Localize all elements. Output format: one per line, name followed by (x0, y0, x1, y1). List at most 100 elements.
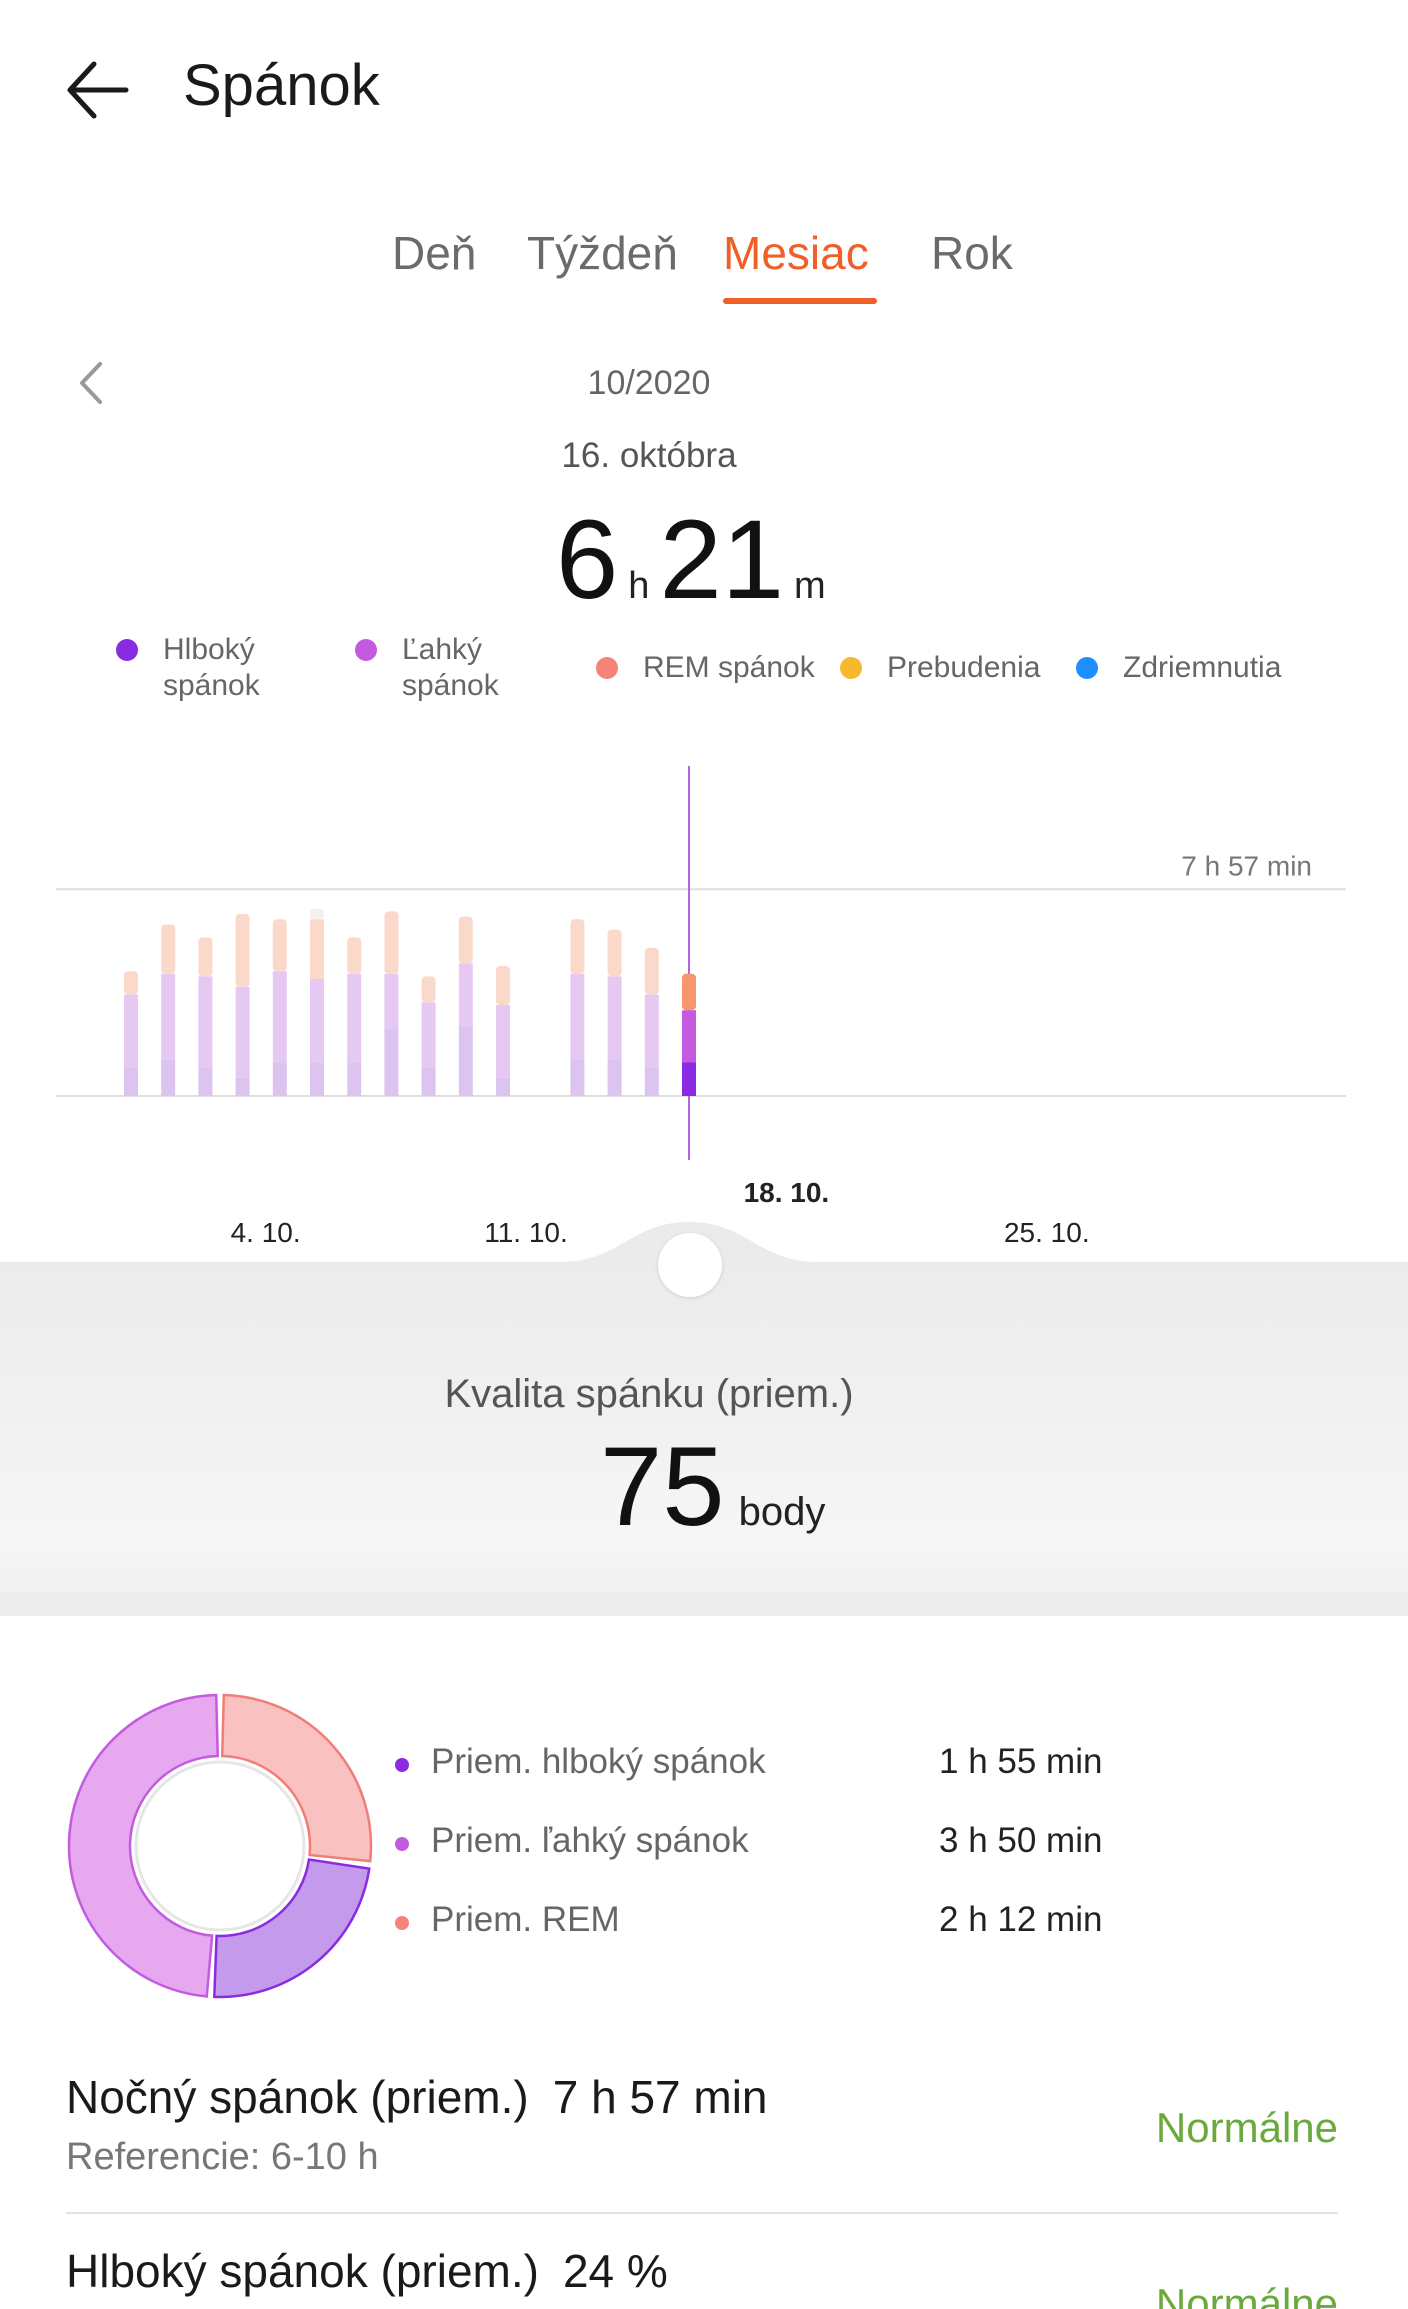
legend-naps: Zdriemnutia (1076, 650, 1281, 686)
previous-month-button[interactable] (72, 358, 112, 408)
stat-title-row: Nočný spánok (priem.) 7 h 57 min (66, 2070, 1338, 2124)
bar-segment-rem (235, 914, 250, 987)
stat-status: Normálne (1155, 2104, 1338, 2151)
bar-segment-rem (607, 929, 622, 977)
donut-chart (67, 1693, 373, 1999)
bar-segment-light (682, 1010, 696, 1063)
stat-title: Hlboký spánok (priem.) (66, 2245, 539, 2297)
avg-dot (395, 1837, 409, 1851)
bar-segment-awake (310, 908, 324, 920)
sleep-chart[interactable]: 7 h 57 min 4. 10. 11. 10. 18. 10. 25. 10. (0, 740, 1408, 1280)
bar-segment-light (458, 963, 473, 1026)
x-axis-label: 18. 10. (744, 1177, 830, 1208)
bar-segment-deep (607, 1059, 622, 1096)
avg-rem-row: Priem. REM 2 h 12 min (395, 1900, 1155, 1950)
bar-segment-rem (644, 947, 659, 995)
legend-label: Prebudenia (887, 651, 1041, 684)
bar-segment-light (347, 973, 362, 1063)
bar-segment-rem (570, 919, 585, 974)
stat-status: Normálne (1155, 2280, 1338, 2309)
bar-segment-deep (235, 1077, 250, 1096)
divider (66, 2212, 1338, 2214)
bar-segment-deep (198, 1067, 213, 1096)
bar-segment-deep (458, 1025, 473, 1096)
bar-segment-deep (496, 1077, 510, 1096)
bar-segment-deep (682, 1062, 696, 1096)
legend-label: REM spánok (643, 651, 815, 684)
duration-hours-unit: h (628, 565, 650, 607)
quality-label: Kvalita spánku (priem.) (444, 1372, 854, 1416)
x-axis-label: 11. 10. (484, 1217, 568, 1248)
stat-value: 7 h 57 min (552, 2071, 768, 2123)
legend-label: Hlboký spánok (163, 633, 260, 702)
legend-light-sleep: Ľahký spánok (355, 632, 525, 704)
bar-segment-deep (644, 1067, 659, 1096)
legend-dot (116, 639, 138, 661)
legend-dot (1076, 657, 1098, 679)
legend-label: Zdriemnutia (1123, 651, 1282, 684)
tab-active-indicator (723, 298, 877, 304)
sleep-structure-donut (60, 1686, 380, 2006)
bar-segment-rem (682, 973, 696, 1011)
duration-minutes-unit: m (794, 565, 826, 607)
bar-segment-rem (458, 916, 473, 964)
donut-segment (220, 1693, 373, 1863)
stat-title-row: Hlboký spánok (priem.) 24 % (66, 2244, 1338, 2298)
stat-title: Nočný spánok (priem.) (66, 2071, 529, 2123)
avg-value: 1 h 55 min (939, 1742, 1103, 1781)
duration-hours: 6 (556, 497, 619, 622)
legend-dot (596, 657, 618, 679)
bar-segment-light (384, 973, 399, 1029)
bar-segment-light (644, 994, 659, 1068)
bar-segment-rem (124, 971, 138, 995)
sleep-duration: 6 h21 m (556, 495, 836, 624)
tab-year[interactable]: Rok (931, 227, 1013, 279)
stat-night-sleep[interactable]: Nočný spánok (priem.) 7 h 57 min Referenc… (66, 2070, 1338, 2190)
x-axis-label: 25. 10. (1004, 1217, 1090, 1248)
bar-segment-deep (124, 1067, 138, 1096)
bar-segment-rem (421, 976, 436, 1003)
bar-segment-deep (272, 1062, 287, 1096)
bar-segment-light (421, 1002, 436, 1068)
period-tabs: Deň Týždeň Mesiac Rok (0, 226, 1408, 306)
bar-segment-rem (347, 937, 362, 974)
legend-rem-sleep: REM spánok (596, 650, 815, 686)
chart-scrubber-handle[interactable] (658, 1233, 722, 1297)
stat-deep-sleep[interactable]: Hlboký spánok (priem.) 24 % Normálne (66, 2244, 1338, 2309)
back-button[interactable] (60, 52, 140, 132)
arrow-left-icon (67, 61, 129, 119)
tab-day[interactable]: Deň (392, 227, 477, 279)
legend-dot (840, 657, 862, 679)
tab-week[interactable]: Týždeň (527, 227, 678, 279)
app-header: Spánok (0, 0, 1408, 180)
page-title: Spánok (183, 53, 380, 118)
bar-segment-light (198, 976, 213, 1068)
quality-score-unit: body (738, 1490, 826, 1534)
bar-segment-light (124, 994, 138, 1068)
bar-segment-light (235, 986, 250, 1078)
bar-segment-deep (310, 1062, 324, 1096)
bar-segment-deep (384, 1028, 399, 1096)
quality-panel (0, 1262, 1408, 1592)
bar-segment-rem (496, 966, 510, 1005)
avg-dot (395, 1916, 409, 1930)
bar-segment-rem (272, 919, 287, 972)
bar-segment-rem (161, 924, 176, 974)
bar-segment-light (272, 971, 287, 1063)
bar-segment-light (161, 973, 176, 1060)
donut-segment (67, 1693, 220, 1998)
bar-segment-light (496, 1005, 510, 1078)
bar-segment-deep (570, 1059, 585, 1096)
bar-segment-deep (347, 1062, 362, 1096)
x-axis-label: 4. 10. (231, 1217, 301, 1248)
avg-deep-sleep-row: Priem. hlboký spánok 1 h 55 min (395, 1742, 1155, 1792)
section-gap (0, 1592, 1408, 1616)
tab-month[interactable]: Mesiac (723, 227, 869, 279)
avg-value: 3 h 50 min (939, 1821, 1103, 1860)
stat-value: 24 % (562, 2245, 668, 2297)
bar-segment-deep (421, 1067, 436, 1096)
duration-minutes: 21 (659, 497, 785, 622)
bar-segment-light (310, 979, 324, 1063)
month-label: 10/2020 (587, 364, 711, 402)
legend-label: Ľahký spánok (402, 633, 499, 702)
